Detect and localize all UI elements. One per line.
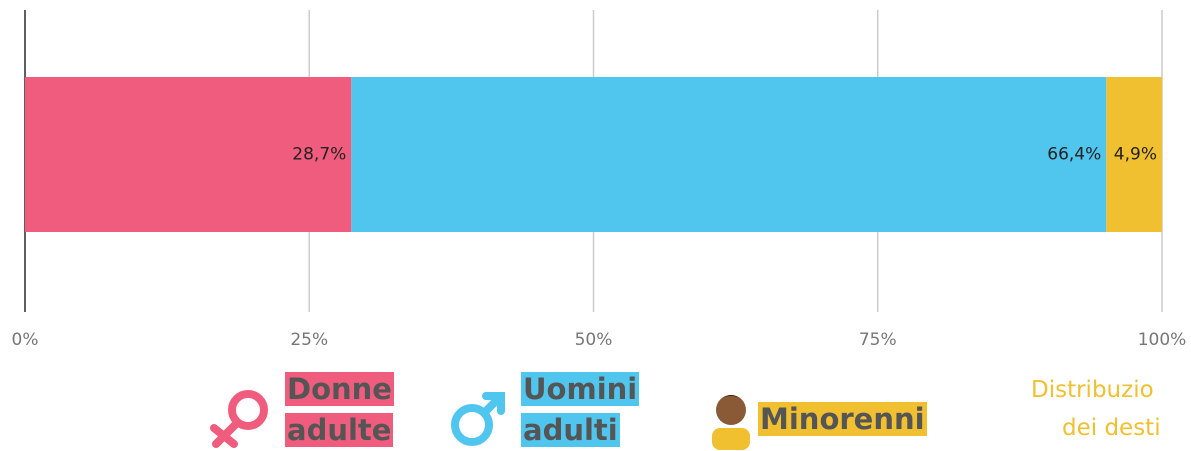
legend-entry: Minorenni bbox=[758, 399, 958, 440]
x-tick-label: 50% bbox=[575, 330, 613, 350]
data-label: 28,7% bbox=[292, 145, 346, 165]
legend-label: Minorenni bbox=[758, 402, 927, 436]
x-tick-label: 0% bbox=[12, 330, 39, 350]
female-icon bbox=[210, 390, 268, 448]
legend-label: Uomini adulti bbox=[521, 372, 640, 447]
bar-segment bbox=[25, 77, 352, 232]
x-tick-label: 100% bbox=[1138, 330, 1187, 350]
x-tick-label: 75% bbox=[859, 330, 897, 350]
legend-entry: Uomini adulti bbox=[521, 369, 651, 451]
annotation: dei desti bbox=[1062, 415, 1161, 441]
legend-label: Donne adulte bbox=[285, 372, 394, 447]
x-tick-label: 25% bbox=[290, 330, 328, 350]
annotation: Distribuzio bbox=[1031, 377, 1154, 403]
child-icon bbox=[712, 395, 750, 450]
data-label: 66,4% bbox=[1047, 145, 1101, 165]
male-icon bbox=[451, 392, 505, 446]
bar-segment bbox=[1106, 77, 1162, 232]
legend-entry: Donne adulte bbox=[285, 369, 405, 451]
bar-segment bbox=[351, 77, 1107, 232]
plot: 0% 25% 50% 75% 100% 28,7% 66,4% 4,9% bbox=[12, 10, 1187, 350]
data-label: 4,9% bbox=[1114, 145, 1157, 165]
